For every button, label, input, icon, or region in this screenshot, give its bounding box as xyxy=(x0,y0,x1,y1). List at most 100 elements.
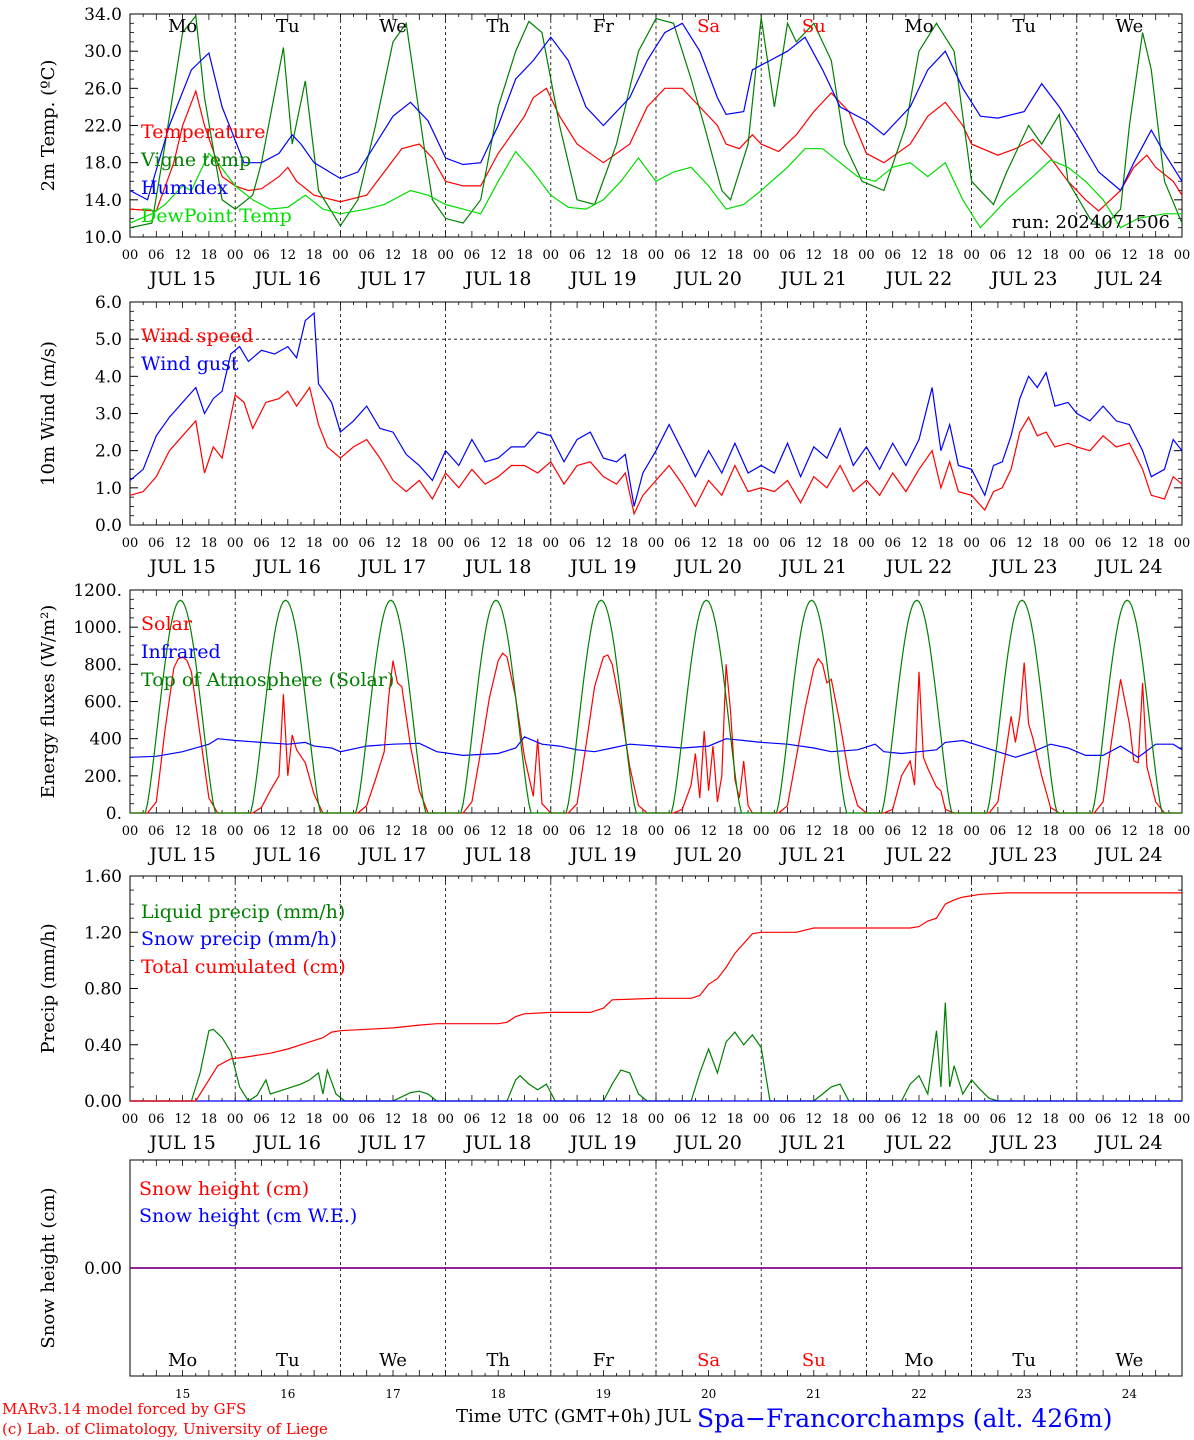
hour-tick-label: 12 xyxy=(174,824,191,839)
y-axis-label: 2m Temp. (ºC) xyxy=(38,60,59,192)
hour-tick-label: 12 xyxy=(490,824,507,839)
date-label: JUL 24 xyxy=(1094,268,1162,290)
legend-entry: Liquid precip (mm/h) xyxy=(141,901,345,923)
hour-tick-label: 00 xyxy=(122,248,139,263)
hour-tick-label: 06 xyxy=(464,1112,481,1127)
hour-tick-label: 00 xyxy=(858,536,875,551)
hour-tick-label: 06 xyxy=(779,248,796,263)
hour-tick-label: 06 xyxy=(1095,248,1112,263)
hour-tick-label: 00 xyxy=(963,824,980,839)
day-number-label: 22 xyxy=(911,1387,926,1401)
hour-tick-label: 18 xyxy=(516,536,533,551)
hour-tick-label: 18 xyxy=(621,1112,638,1127)
date-label: JUL 24 xyxy=(1094,1132,1162,1154)
date-label: JUL 18 xyxy=(463,844,531,866)
day-number-label: 23 xyxy=(1017,1387,1032,1401)
date-label: JUL 21 xyxy=(779,844,847,866)
model-credit: MARv3.14 model forced by GFS xyxy=(2,1400,247,1418)
hour-tick-label: 06 xyxy=(148,824,165,839)
hour-tick-label: 18 xyxy=(201,248,218,263)
hour-tick-label: 12 xyxy=(174,1112,191,1127)
hour-tick-label: 12 xyxy=(911,824,928,839)
day-name-label: Mo xyxy=(168,1350,197,1371)
hour-tick-label: 06 xyxy=(253,824,270,839)
legend-entry: Humidex xyxy=(141,177,228,199)
day-name-label: Tu xyxy=(1012,1350,1036,1371)
hour-tick-label: 12 xyxy=(806,824,823,839)
legend-entry: Vigne temp xyxy=(140,149,251,171)
hour-tick-label: 06 xyxy=(1095,536,1112,551)
date-label: JUL 16 xyxy=(253,1132,321,1154)
date-label: JUL 22 xyxy=(884,1132,952,1154)
date-label: JUL 19 xyxy=(568,844,636,866)
date-label: JUL 22 xyxy=(884,268,952,290)
hour-tick-label: 00 xyxy=(1174,536,1191,551)
hour-tick-label: 18 xyxy=(516,248,533,263)
hour-tick-label: 06 xyxy=(253,248,270,263)
copyright-credit: (c) Lab. of Climatology, University of L… xyxy=(2,1420,328,1438)
hour-tick-label: 12 xyxy=(385,536,402,551)
y-tick-label: 1.60 xyxy=(84,867,122,887)
series-line-vigne-temp xyxy=(129,14,1183,229)
day-name-label: We xyxy=(379,16,407,37)
date-label: JUL 24 xyxy=(1094,556,1162,578)
hour-tick-label: 18 xyxy=(621,536,638,551)
hour-tick-label: 12 xyxy=(1121,536,1138,551)
y-tick-label: 0.00 xyxy=(84,1259,122,1279)
hour-tick-label: 00 xyxy=(227,248,244,263)
hour-tick-label: 12 xyxy=(595,248,612,263)
day-name-label: Th xyxy=(486,1350,510,1371)
series-line-solar xyxy=(130,652,1182,814)
hour-tick-label: 06 xyxy=(358,248,375,263)
y-tick-label: 600. xyxy=(84,693,122,713)
hour-tick-label: 00 xyxy=(122,824,139,839)
hour-tick-label: 18 xyxy=(306,824,323,839)
hour-tick-label: 12 xyxy=(280,248,297,263)
hour-tick-label: 00 xyxy=(753,536,770,551)
series-line-total-cumulated-cm- xyxy=(130,892,1182,1102)
y-tick-label: 34.0 xyxy=(84,5,122,25)
hour-tick-label: 18 xyxy=(1042,824,1059,839)
date-label: JUL 18 xyxy=(463,1132,531,1154)
hour-tick-label: 12 xyxy=(595,536,612,551)
y-tick-label: 4.0 xyxy=(95,367,122,387)
hour-tick-label: 18 xyxy=(621,248,638,263)
run-label: run: 2024071506 xyxy=(1012,212,1170,233)
hour-tick-label: 12 xyxy=(700,824,717,839)
hour-tick-label: 00 xyxy=(437,248,454,263)
hour-tick-label: 00 xyxy=(648,248,665,263)
day-name-label: Sa xyxy=(697,16,720,37)
series-line-wind-gust xyxy=(129,311,1183,507)
date-label: JUL 23 xyxy=(989,556,1057,578)
day-name-label: Mo xyxy=(904,16,933,37)
hour-tick-label: 18 xyxy=(832,248,849,263)
hour-tick-label: 06 xyxy=(674,1112,691,1127)
legend-entry: Top of Atmosphere (Solar) xyxy=(141,669,394,691)
hour-tick-label: 18 xyxy=(1042,1112,1059,1127)
hour-tick-label: 12 xyxy=(806,248,823,263)
hour-tick-label: 06 xyxy=(464,536,481,551)
legend-entry: Snow precip (mm/h) xyxy=(141,928,337,950)
hour-tick-label: 12 xyxy=(806,1112,823,1127)
hour-tick-label: 18 xyxy=(306,536,323,551)
hour-tick-label: 00 xyxy=(227,536,244,551)
y-tick-label: 18.0 xyxy=(84,154,122,174)
hour-tick-label: 00 xyxy=(332,536,349,551)
hour-tick-label: 00 xyxy=(332,1112,349,1127)
hour-tick-label: 12 xyxy=(700,248,717,263)
hour-tick-label: 18 xyxy=(516,1112,533,1127)
hour-tick-label: 12 xyxy=(385,1112,402,1127)
legend-entry: Infrared xyxy=(141,641,221,663)
hour-tick-label: 12 xyxy=(595,1112,612,1127)
hour-tick-label: 00 xyxy=(543,248,560,263)
y-tick-label: 0.40 xyxy=(84,1036,122,1056)
y-tick-label: 26.0 xyxy=(84,79,122,99)
y-tick-label: 1.20 xyxy=(84,923,122,943)
hour-tick-label: 00 xyxy=(332,248,349,263)
hour-tick-label: 18 xyxy=(1147,248,1164,263)
y-tick-label: 5.0 xyxy=(95,330,122,350)
date-label: JUL 21 xyxy=(779,268,847,290)
hour-tick-label: 12 xyxy=(490,248,507,263)
date-label: JUL 23 xyxy=(989,268,1057,290)
